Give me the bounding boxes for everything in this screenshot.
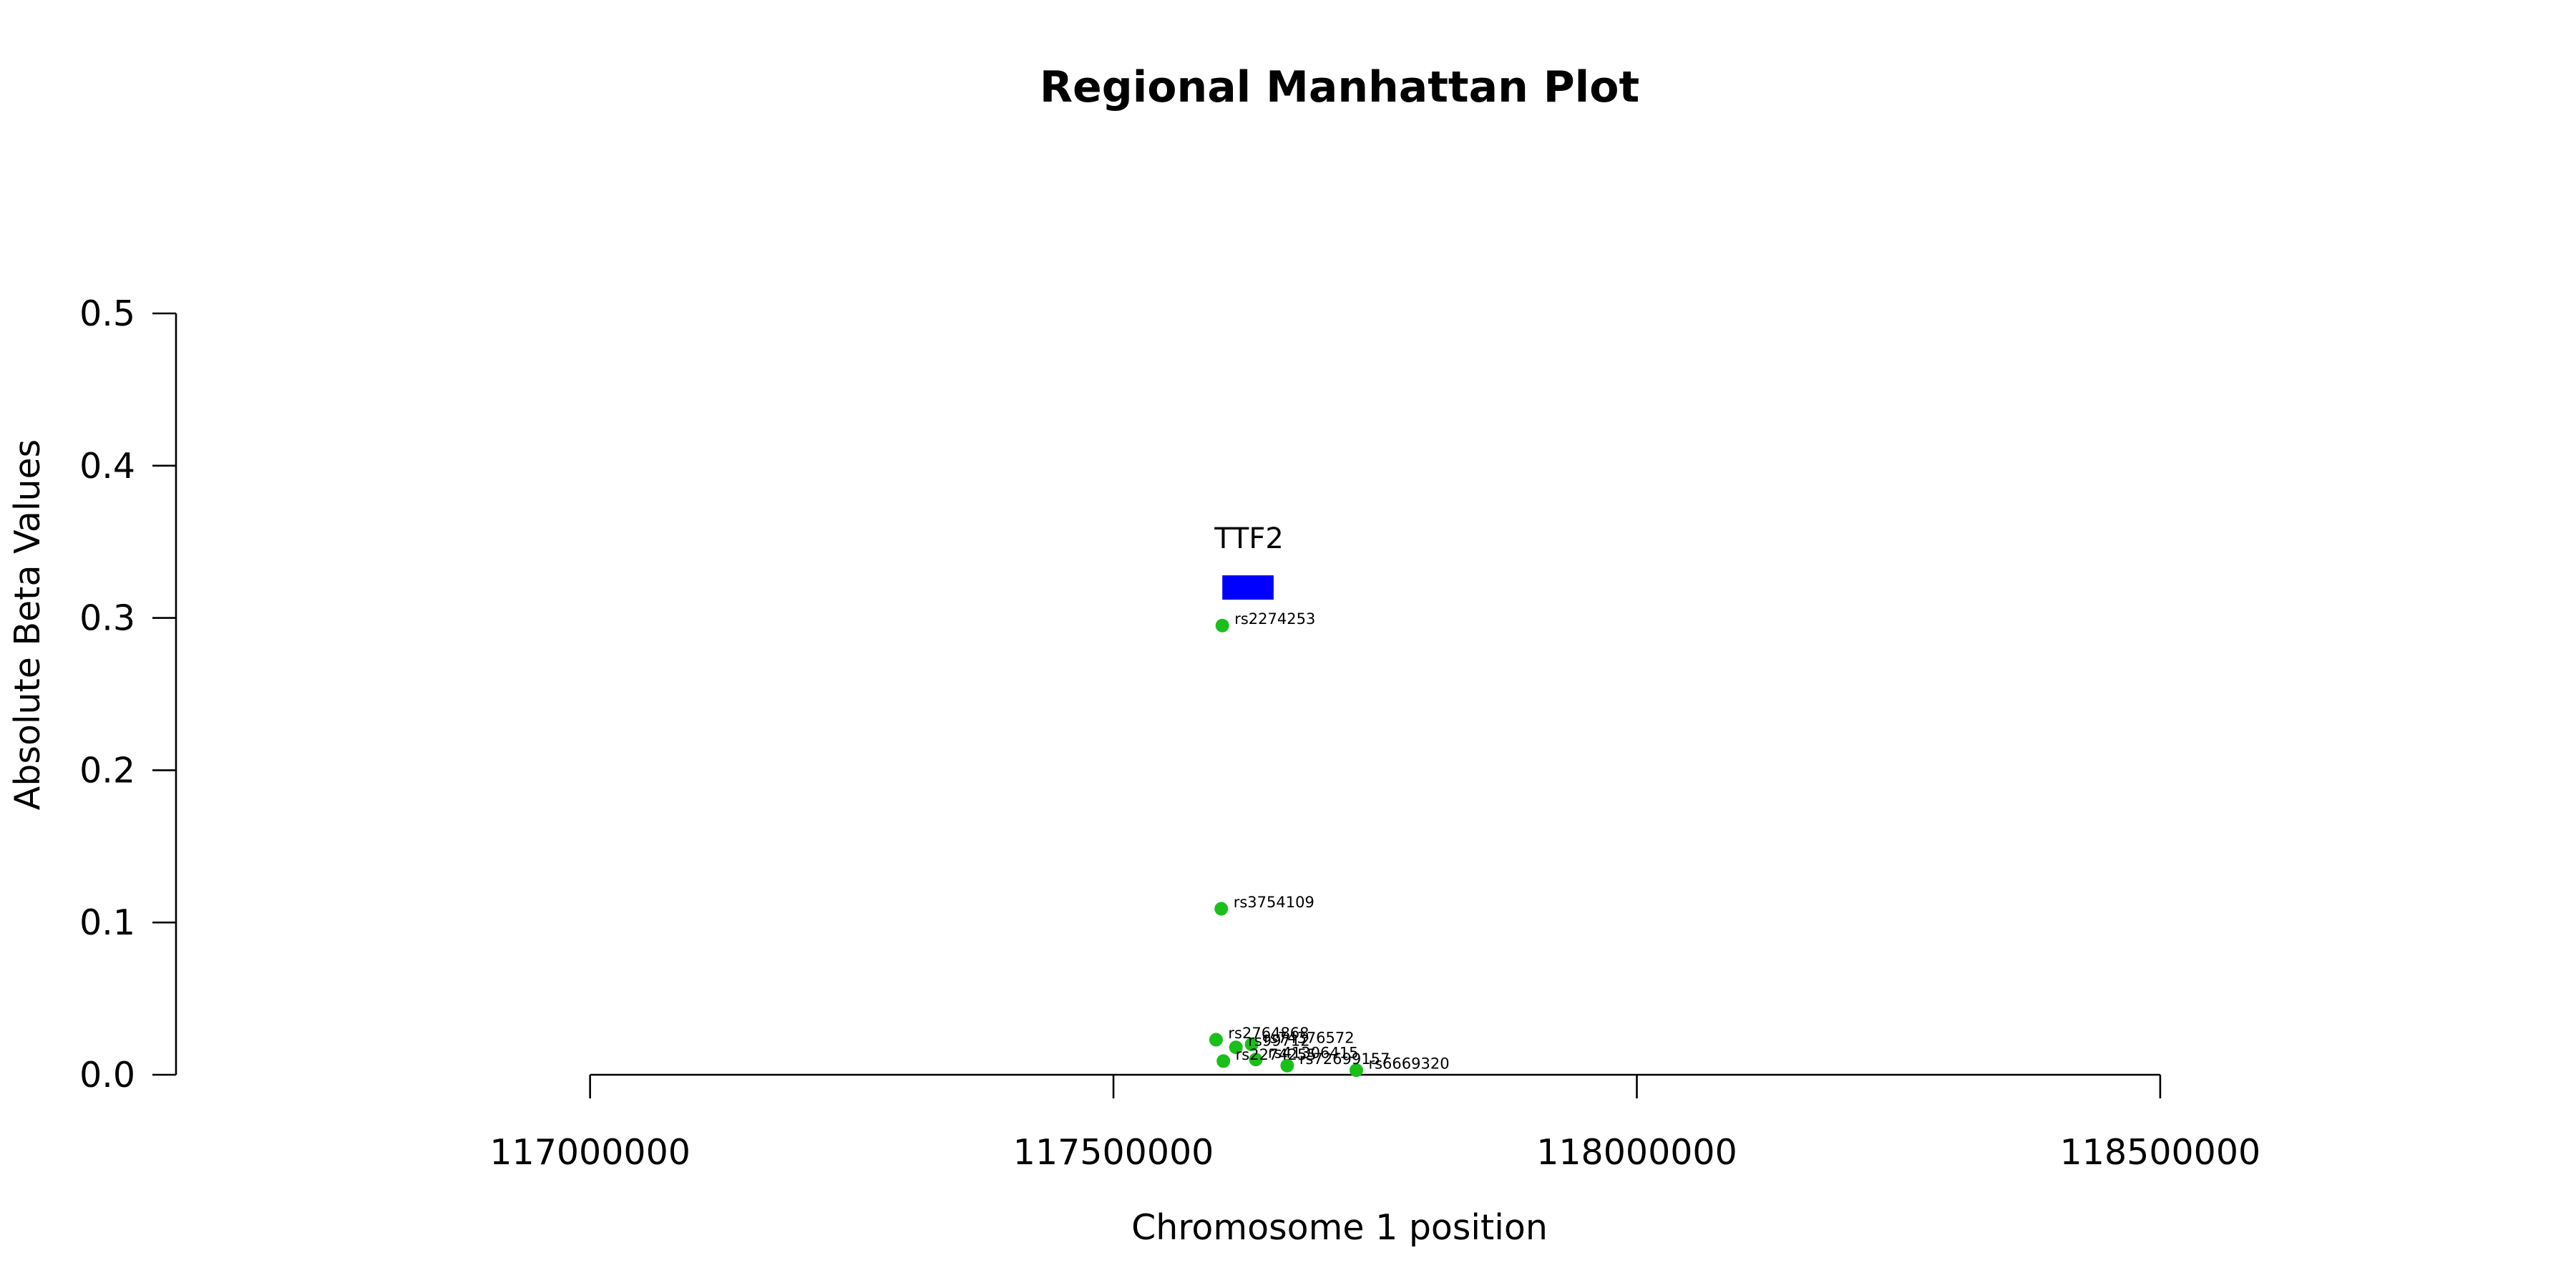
- snp-point: [1349, 1063, 1363, 1078]
- snp-point: [1216, 1054, 1231, 1068]
- snp-label: rs72699157: [1299, 1050, 1390, 1068]
- snp-point: [1280, 1058, 1294, 1073]
- snp-point: [1249, 1053, 1263, 1067]
- snp-point: [1215, 618, 1229, 633]
- snp-points: [1209, 618, 1363, 1078]
- snp-labels: rs2274253 rs3754109 rs2764868rs99712rs7437…: [1228, 610, 1449, 1072]
- snp-label: rs41306415: [1268, 1045, 1358, 1062]
- snp-point: [1209, 1033, 1223, 1047]
- gene-track: TTF2: [1214, 522, 1284, 600]
- chart-title: Regional Manhattan Plot: [1040, 62, 1639, 112]
- snp-point: [1214, 902, 1229, 916]
- y-axis: 0.0 0.1 0.2 0.3 0.4 0.5: [79, 293, 177, 1096]
- y-tick-label: 0.3: [79, 598, 135, 639]
- y-tick-label: 0.0: [79, 1055, 135, 1096]
- y-axis-title: Absolute Beta Values: [7, 439, 48, 810]
- snp-label: rs6669320: [1368, 1055, 1449, 1073]
- snp-label: rs74376572: [1264, 1029, 1354, 1046]
- x-tick-label: 117500000: [1013, 1132, 1214, 1173]
- snp-point: [1229, 1040, 1243, 1055]
- y-tick-label: 0.4: [79, 446, 135, 487]
- x-axis-title: Chromosome 1 position: [1131, 1207, 1548, 1248]
- snp-label: rs2764868: [1228, 1025, 1309, 1042]
- x-tick-label: 117000000: [489, 1132, 691, 1173]
- x-axis: 117000000 117500000 118000000 118500000: [489, 1073, 2261, 1173]
- gene-label: TTF2: [1214, 522, 1284, 555]
- snp-label: rs99712: [1248, 1033, 1309, 1050]
- x-tick-label: 118000000: [1536, 1132, 1737, 1173]
- y-tick-label: 0.5: [79, 293, 135, 334]
- y-tick-label: 0.2: [79, 750, 135, 791]
- gene-bar: [1222, 575, 1274, 600]
- snp-label: rs2274255: [1236, 1046, 1317, 1063]
- snp-label: rs3754109: [1234, 894, 1314, 911]
- snp-point: [1244, 1037, 1259, 1051]
- x-tick-label: 118500000: [2060, 1132, 2261, 1173]
- snp-label: rs2274253: [1234, 610, 1315, 628]
- y-tick-label: 0.1: [79, 902, 135, 943]
